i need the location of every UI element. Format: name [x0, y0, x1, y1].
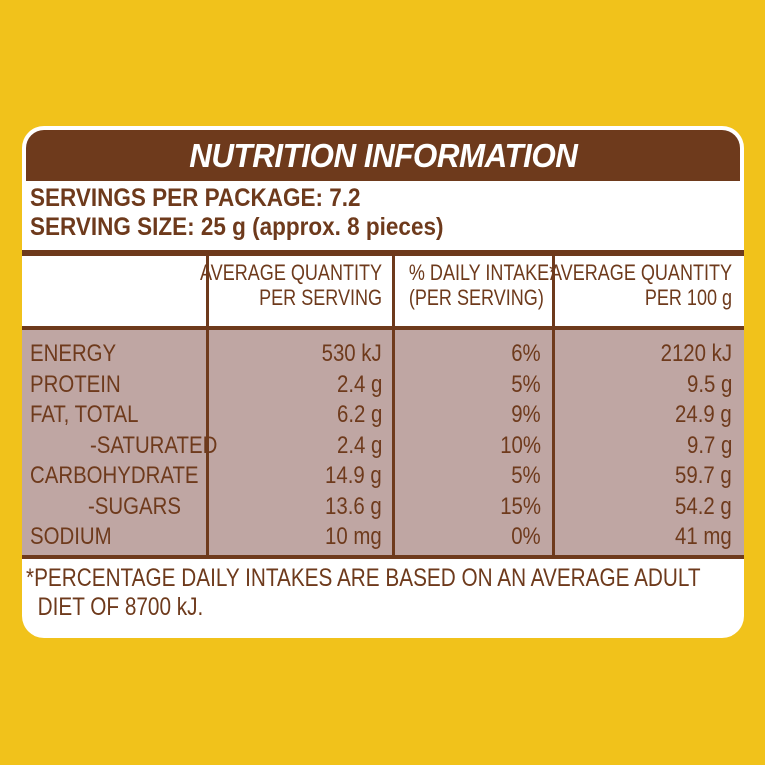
value-per-serving: 530 kJ [321, 340, 382, 367]
servings-info: SERVINGS PER PACKAGE: 7.2 SERVING SIZE: … [30, 184, 443, 242]
footnote-line1: *PERCENTAGE DAILY INTAKES ARE BASED ON A… [26, 564, 701, 592]
panel-title: NUTRITION INFORMATION [188, 136, 578, 174]
col-header-per-100g-line1: AVERAGE QUANTITY [549, 260, 732, 285]
nutrient-label: -SUGARS [88, 492, 181, 520]
nutrient-label: PROTEIN [30, 370, 121, 398]
value-daily-intake: 6% [511, 340, 541, 367]
col-header-per-100g: AVERAGE QUANTITY PER 100 g [550, 260, 732, 310]
column-header-row: AVERAGE QUANTITY PER SERVING % DAILY INT… [22, 256, 744, 328]
footnote-line2: DIET OF 8700 kJ. [37, 593, 204, 621]
col-header-per-100g-line2: PER 100 g [644, 285, 732, 310]
nutrient-label: FAT, TOTAL [30, 401, 139, 428]
value-per-serving: 2.4 g [336, 431, 382, 459]
value-daily-intake: 0% [511, 523, 541, 550]
col-header-per-serving: AVERAGE QUANTITY PER SERVING [200, 260, 382, 310]
column-divider-3 [552, 256, 555, 555]
value-per-100g: 9.7 g [686, 431, 732, 459]
value-per-serving: 10 mg [325, 523, 382, 550]
value-per-serving: 13.6 g [325, 492, 382, 520]
value-per-100g: 54.2 g [675, 492, 732, 520]
nutrient-table-body: ENERGY 530 kJ 6% 2120 kJ PROTEIN 2.4 g 5% 9.5 g… [22, 330, 744, 555]
nutrient-label: SODIUM [30, 523, 112, 550]
nutrient-label: ENERGY [30, 340, 117, 367]
col-header-daily-intake: % DAILY INTAKE* (PER SERVING) [408, 260, 557, 310]
value-per-serving: 2.4 g [336, 370, 382, 398]
value-per-100g: 24.9 g [675, 401, 732, 428]
header-rule [22, 326, 744, 330]
value-per-serving: 14.9 g [325, 462, 382, 489]
value-daily-intake: 15% [500, 492, 541, 520]
serving-size: SERVING SIZE: 25 g (approx. 8 pieces) [30, 213, 444, 241]
value-per-100g: 59.7 g [675, 462, 732, 489]
value-daily-intake: 9% [511, 401, 541, 428]
value-daily-intake: 10% [500, 431, 541, 459]
table-top-rule [22, 250, 744, 256]
column-divider-1 [206, 256, 209, 555]
value-daily-intake: 5% [511, 370, 541, 398]
value-per-100g: 2120 kJ [660, 340, 732, 367]
value-per-serving: 6.2 g [336, 401, 382, 428]
table-bottom-rule [22, 555, 744, 559]
value-daily-intake: 5% [511, 462, 541, 489]
nutrition-panel: NUTRITION INFORMATION SERVINGS PER PACKA… [22, 126, 744, 638]
nutrient-label: CARBOHYDRATE [30, 462, 199, 489]
footnote: *PERCENTAGE DAILY INTAKES ARE BASED ON A… [26, 564, 744, 622]
column-divider-2 [392, 256, 395, 555]
col-header-per-serving-line2: PER SERVING [259, 285, 382, 310]
col-header-per-serving-line1: AVERAGE QUANTITY [199, 260, 382, 285]
col-header-daily-intake-line1: % DAILY INTAKE* [408, 260, 557, 285]
value-per-100g: 9.5 g [686, 370, 732, 398]
servings-per-package: SERVINGS PER PACKAGE: 7.2 [30, 184, 361, 212]
value-per-100g: 41 mg [675, 523, 732, 550]
col-header-daily-intake-line2: (PER SERVING) [408, 285, 544, 310]
nutrient-label: -SATURATED [90, 431, 218, 459]
title-bar: NUTRITION INFORMATION [26, 130, 740, 181]
